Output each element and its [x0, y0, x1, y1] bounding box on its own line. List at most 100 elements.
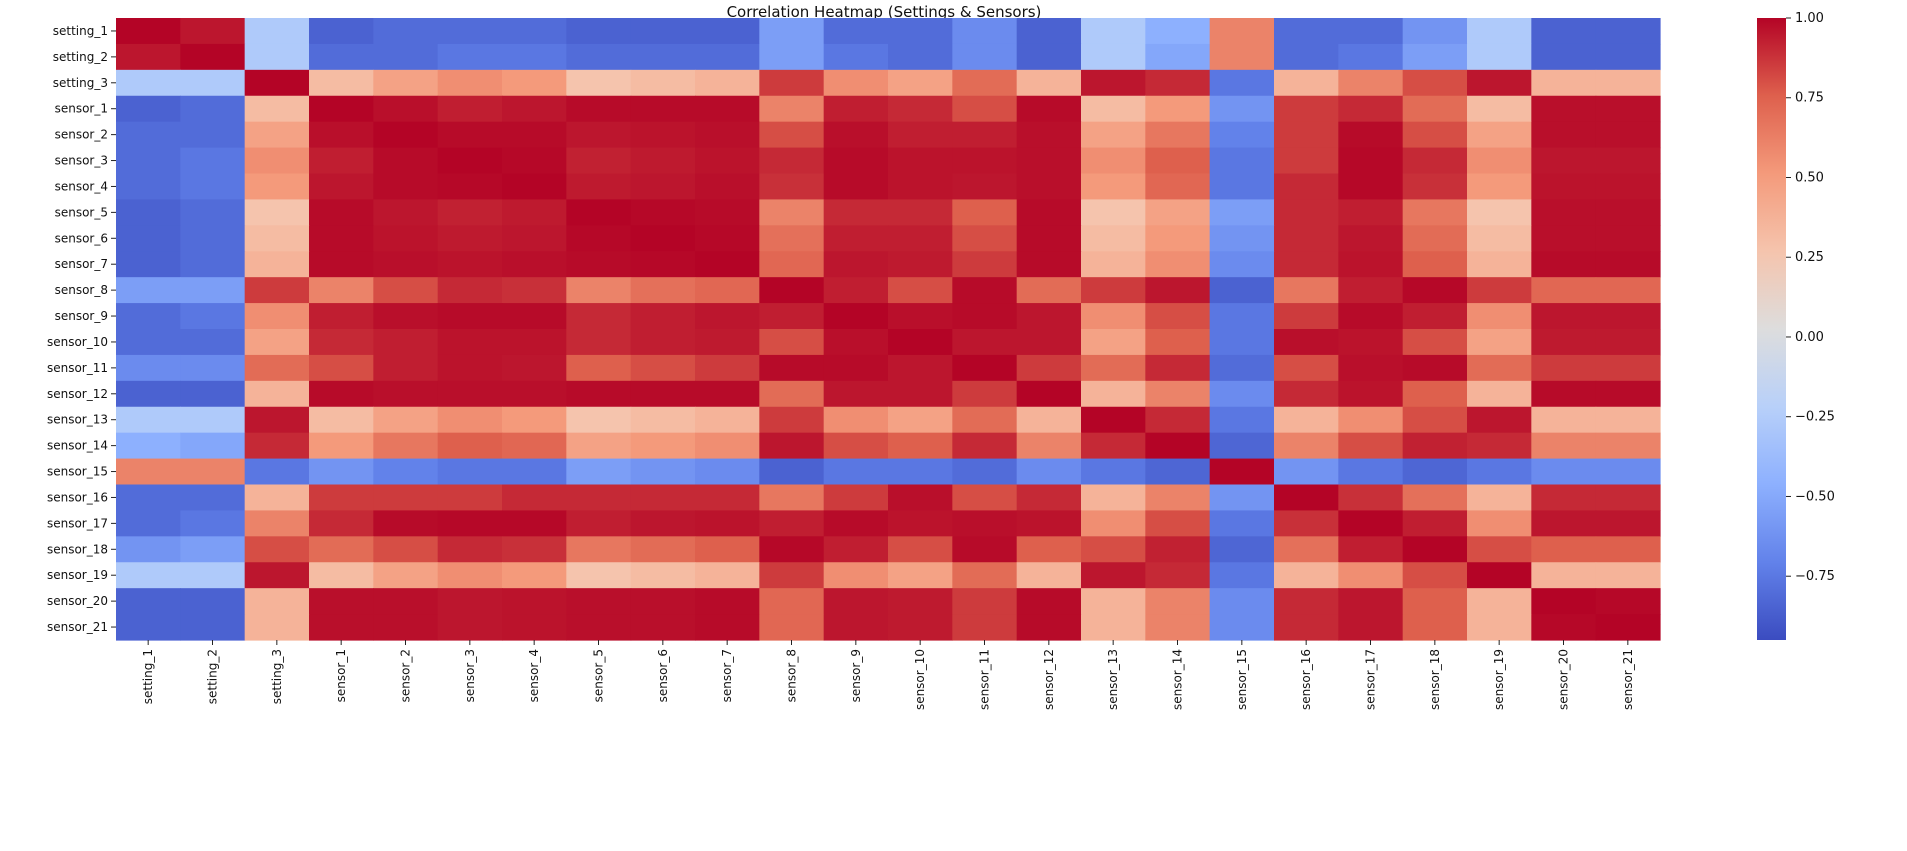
heatmap-cell: [566, 95, 632, 123]
heatmap-cell: [888, 303, 953, 330]
heatmap-cell: [759, 225, 825, 252]
heatmap-cell: [1274, 69, 1339, 97]
heatmap-cell: [309, 69, 374, 97]
heatmap-cell: [1338, 458, 1404, 486]
heatmap-cell: [1531, 432, 1597, 460]
heatmap-cell: [952, 588, 1018, 615]
heatmap-cell: [116, 277, 181, 304]
heatmap-cell: [1145, 614, 1211, 641]
heatmap-cell: [1081, 329, 1146, 356]
heatmap-cell: [630, 329, 696, 356]
y-tick-label: sensor_14: [47, 439, 108, 453]
heatmap-cell: [1209, 199, 1275, 226]
heatmap-cell: [1274, 484, 1339, 512]
heatmap-cell: [1402, 43, 1468, 71]
heatmap-cell: [1467, 277, 1532, 304]
heatmap-cell: [1467, 69, 1532, 97]
heatmap-cell: [1595, 354, 1661, 382]
heatmap-cell: [1338, 43, 1404, 71]
heatmap-cell: [1016, 406, 1082, 434]
heatmap-cell: [759, 432, 825, 460]
heatmap-cell: [1531, 225, 1597, 252]
heatmap-cell: [373, 484, 439, 512]
heatmap-cell: [823, 18, 889, 45]
heatmap-cell: [695, 225, 760, 252]
heatmap-cell: [1081, 510, 1146, 537]
heatmap-cell: [373, 510, 439, 537]
heatmap-cell: [823, 173, 889, 201]
heatmap-cell: [1209, 225, 1275, 252]
heatmap-cell: [1531, 303, 1597, 330]
heatmap-cell: [759, 380, 825, 408]
heatmap-cell: [309, 173, 374, 201]
colorbar-tick-label: 0.25: [1795, 250, 1824, 265]
heatmap-cell: [759, 173, 825, 201]
heatmap-cell: [1145, 354, 1211, 382]
heatmap-cell: [180, 562, 246, 589]
colorbar-tick-label: −0.75: [1795, 569, 1835, 584]
heatmap-cell: [180, 432, 246, 460]
heatmap-cell: [373, 354, 439, 382]
heatmap-cell: [1467, 484, 1532, 512]
heatmap-cell: [823, 69, 889, 97]
heatmap-cell: [309, 251, 374, 278]
heatmap-cell: [373, 225, 439, 252]
heatmap-cell: [1595, 277, 1661, 304]
heatmap-cell: [1081, 69, 1146, 97]
x-tick-label: sensor_15: [1235, 649, 1249, 710]
x-tick-label: sensor_13: [1106, 649, 1120, 710]
heatmap-cell: [823, 277, 889, 304]
heatmap-cell: [1016, 147, 1082, 175]
heatmap-cell: [952, 484, 1018, 512]
heatmap-cell: [1274, 458, 1339, 486]
y-tick-label: sensor_9: [55, 309, 108, 323]
heatmap-cell: [1595, 18, 1661, 45]
heatmap-cell: [630, 277, 696, 304]
heatmap-cell: [1402, 562, 1468, 589]
heatmap-cell: [1531, 173, 1597, 201]
heatmap-cell: [1209, 614, 1275, 641]
heatmap-cell: [1145, 147, 1211, 175]
heatmap-cell: [180, 69, 246, 97]
heatmap-cell: [1209, 147, 1275, 175]
heatmap-cell: [952, 18, 1018, 45]
heatmap-cell: [309, 614, 374, 641]
heatmap-cell: [566, 562, 632, 589]
heatmap-cell: [373, 562, 439, 589]
heatmap-cell: [1338, 380, 1404, 408]
heatmap-cell: [1338, 354, 1404, 382]
heatmap-cell: [116, 458, 181, 486]
heatmap-cell: [1467, 147, 1532, 175]
heatmap-cell: [1081, 614, 1146, 641]
heatmap-cell: [695, 121, 760, 149]
heatmap-cell: [1209, 251, 1275, 278]
heatmap-cell: [244, 484, 310, 512]
y-tick-label: sensor_18: [47, 542, 108, 556]
heatmap-cell: [1531, 536, 1597, 563]
x-tick-label: sensor_7: [720, 649, 734, 702]
heatmap-cell: [180, 18, 246, 45]
colorbar-gradient: [1757, 18, 1786, 640]
heatmap-cell: [1338, 277, 1404, 304]
heatmap-cell: [502, 199, 567, 226]
heatmap-cell: [759, 95, 825, 123]
heatmap-cell: [1595, 432, 1661, 460]
heatmap-cell: [1338, 121, 1404, 149]
heatmap-cell: [1274, 173, 1339, 201]
heatmap-cell: [116, 329, 181, 356]
heatmap-cell: [1081, 173, 1146, 201]
heatmap-cell: [309, 225, 374, 252]
x-tick-label: sensor_9: [849, 649, 863, 702]
heatmap-cell: [823, 329, 889, 356]
heatmap-cell: [695, 588, 760, 615]
heatmap-cell: [1081, 199, 1146, 226]
heatmap-cell: [1467, 510, 1532, 537]
colorbar: 1.00 0.75 0.50 0.25 0.00 −0.25 −0.50 −0.75: [1757, 11, 1835, 640]
heatmap-cell: [1145, 43, 1211, 71]
heatmap-cell: [1402, 354, 1468, 382]
heatmap-cell: [952, 380, 1018, 408]
heatmap-cell: [888, 406, 953, 434]
heatmap-cell: [1338, 484, 1404, 512]
heatmap-cell: [566, 614, 632, 641]
heatmap-cell: [888, 588, 953, 615]
